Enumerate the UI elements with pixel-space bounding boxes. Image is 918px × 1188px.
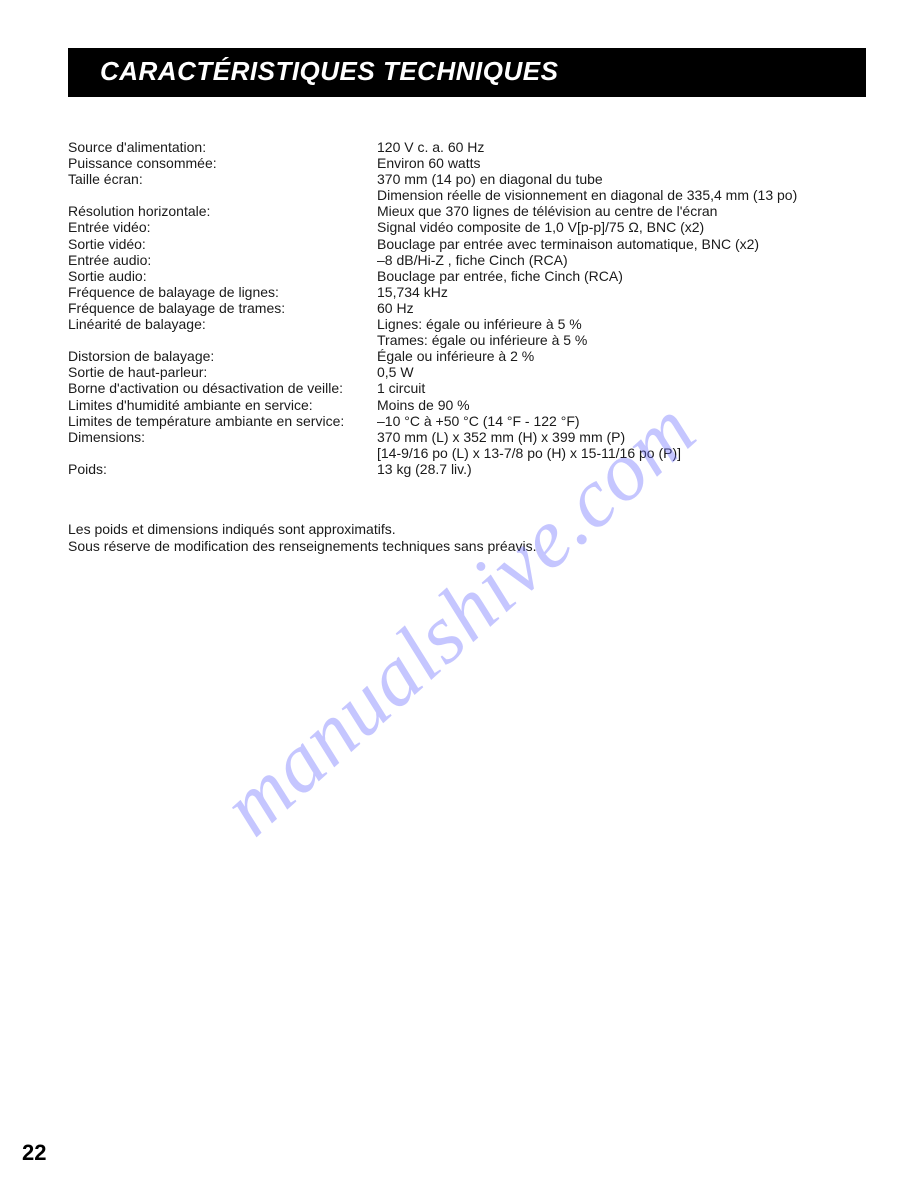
spec-label: Puissance consommée: bbox=[68, 155, 377, 171]
spec-value: –8 dB/Hi-Z , fiche Cinch (RCA) bbox=[377, 252, 868, 268]
page-number: 22 bbox=[22, 1140, 46, 1166]
spec-row: Sortie audio: Bouclage par entrée, fiche… bbox=[68, 268, 868, 284]
spec-value-line: –8 dB/Hi-Z , fiche Cinch (RCA) bbox=[377, 252, 868, 268]
spec-list: Source d'alimentation: 120 V c. a. 60 Hz… bbox=[68, 139, 868, 477]
footnotes: Les poids et dimensions indiqués sont ap… bbox=[68, 521, 868, 555]
spec-value: Environ 60 watts bbox=[377, 155, 868, 171]
spec-row: Entrée audio: –8 dB/Hi-Z , fiche Cinch (… bbox=[68, 252, 868, 268]
spec-label: Entrée audio: bbox=[68, 252, 377, 268]
spec-label: Dimensions: bbox=[68, 429, 377, 445]
spec-label: Source d'alimentation: bbox=[68, 139, 377, 155]
spec-row: Linéarité de balayage: Lignes: égale ou … bbox=[68, 316, 868, 348]
spec-label: Limites de température ambiante en servi… bbox=[68, 413, 377, 429]
spec-value: –10 °C à +50 °C (14 °F - 122 °F) bbox=[377, 413, 868, 429]
spec-value: 1 circuit bbox=[377, 380, 868, 396]
spec-label: Sortie audio: bbox=[68, 268, 377, 284]
spec-value: 370 mm (14 po) en diagonal du tube Dimen… bbox=[377, 171, 868, 203]
spec-row: Sortie vidéo: Bouclage par entrée avec t… bbox=[68, 236, 868, 252]
spec-value: 13 kg (28.7 liv.) bbox=[377, 461, 868, 477]
spec-value-line: 13 kg (28.7 liv.) bbox=[377, 461, 868, 477]
spec-value-line: 0,5 W bbox=[377, 364, 868, 380]
spec-label: Fréquence de balayage de trames: bbox=[68, 300, 377, 316]
spec-label: Résolution horizontale: bbox=[68, 203, 377, 219]
spec-value-line: Signal vidéo composite de 1,0 V[p-p]/75 … bbox=[377, 219, 868, 235]
spec-row: Fréquence de balayage de trames: 60 Hz bbox=[68, 300, 868, 316]
spec-value-line: Mieux que 370 lignes de télévision au ce… bbox=[377, 203, 868, 219]
spec-row: Dimensions: 370 mm (L) x 352 mm (H) x 39… bbox=[68, 429, 868, 461]
page: CARACTÉRISTIQUES TECHNIQUES Source d'ali… bbox=[0, 0, 918, 1188]
spec-label: Sortie vidéo: bbox=[68, 236, 377, 252]
spec-row: Limites de température ambiante en servi… bbox=[68, 413, 868, 429]
spec-value-line: 370 mm (L) x 352 mm (H) x 399 mm (P) bbox=[377, 429, 868, 445]
section-title: CARACTÉRISTIQUES TECHNIQUES bbox=[68, 48, 866, 97]
spec-value-line: Bouclage par entrée avec terminaison aut… bbox=[377, 236, 868, 252]
spec-value-line: Lignes: égale ou inférieure à 5 % bbox=[377, 316, 868, 332]
spec-row: Entrée vidéo: Signal vidéo composite de … bbox=[68, 219, 868, 235]
spec-value-line: 60 Hz bbox=[377, 300, 868, 316]
spec-value-line: Dimension réelle de visionnement en diag… bbox=[377, 187, 868, 203]
spec-value: Égale ou inférieure à 2 % bbox=[377, 348, 868, 364]
spec-value: Mieux que 370 lignes de télévision au ce… bbox=[377, 203, 868, 219]
spec-label: Borne d'activation ou désactivation de v… bbox=[68, 380, 377, 396]
spec-value-line: 1 circuit bbox=[377, 380, 868, 396]
spec-value-line: 120 V c. a. 60 Hz bbox=[377, 139, 868, 155]
spec-value-line: [14-9/16 po (L) x 13-7/8 po (H) x 15-11/… bbox=[377, 445, 868, 461]
spec-label: Entrée vidéo: bbox=[68, 219, 377, 235]
spec-label: Fréquence de balayage de lignes: bbox=[68, 284, 377, 300]
spec-row: Source d'alimentation: 120 V c. a. 60 Hz bbox=[68, 139, 868, 155]
spec-row: Taille écran: 370 mm (14 po) en diagonal… bbox=[68, 171, 868, 203]
spec-row: Résolution horizontale: Mieux que 370 li… bbox=[68, 203, 868, 219]
spec-label: Linéarité de balayage: bbox=[68, 316, 377, 332]
spec-value-line: Moins de 90 % bbox=[377, 397, 868, 413]
footnote-line: Les poids et dimensions indiqués sont ap… bbox=[68, 521, 868, 538]
spec-value-line: Environ 60 watts bbox=[377, 155, 868, 171]
spec-value-line: 15,734 kHz bbox=[377, 284, 868, 300]
spec-row: Limites d'humidité ambiante en service: … bbox=[68, 397, 868, 413]
footnote-line: Sous réserve de modification des renseig… bbox=[68, 538, 868, 555]
spec-label: Poids: bbox=[68, 461, 377, 477]
spec-row: Poids: 13 kg (28.7 liv.) bbox=[68, 461, 868, 477]
spec-value: Lignes: égale ou inférieure à 5 % Trames… bbox=[377, 316, 868, 348]
spec-label: Sortie de haut-parleur: bbox=[68, 364, 377, 380]
spec-label: Distorsion de balayage: bbox=[68, 348, 377, 364]
spec-value: 370 mm (L) x 352 mm (H) x 399 mm (P) [14… bbox=[377, 429, 868, 461]
spec-value: 15,734 kHz bbox=[377, 284, 868, 300]
spec-label: Limites d'humidité ambiante en service: bbox=[68, 397, 377, 413]
spec-value: Signal vidéo composite de 1,0 V[p-p]/75 … bbox=[377, 219, 868, 235]
spec-value: 0,5 W bbox=[377, 364, 868, 380]
spec-value: 120 V c. a. 60 Hz bbox=[377, 139, 868, 155]
spec-value: 60 Hz bbox=[377, 300, 868, 316]
spec-value: Bouclage par entrée, fiche Cinch (RCA) bbox=[377, 268, 868, 284]
spec-label: Taille écran: bbox=[68, 171, 377, 187]
spec-row: Borne d'activation ou désactivation de v… bbox=[68, 380, 868, 396]
spec-value-line: Bouclage par entrée, fiche Cinch (RCA) bbox=[377, 268, 868, 284]
spec-value-line: Trames: égale ou inférieure à 5 % bbox=[377, 332, 868, 348]
spec-value: Bouclage par entrée avec terminaison aut… bbox=[377, 236, 868, 252]
spec-row: Fréquence de balayage de lignes: 15,734 … bbox=[68, 284, 868, 300]
spec-value: Moins de 90 % bbox=[377, 397, 868, 413]
spec-value-line: 370 mm (14 po) en diagonal du tube bbox=[377, 171, 868, 187]
spec-value-line: –10 °C à +50 °C (14 °F - 122 °F) bbox=[377, 413, 868, 429]
spec-row: Puissance consommée: Environ 60 watts bbox=[68, 155, 868, 171]
spec-row: Distorsion de balayage: Égale ou inférie… bbox=[68, 348, 868, 364]
spec-row: Sortie de haut-parleur: 0,5 W bbox=[68, 364, 868, 380]
spec-value-line: Égale ou inférieure à 2 % bbox=[377, 348, 868, 364]
